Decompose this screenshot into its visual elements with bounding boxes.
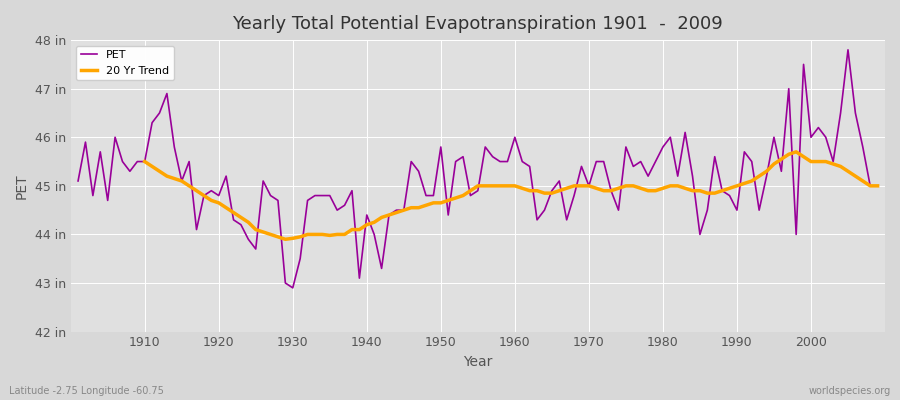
Title: Yearly Total Potential Evapotranspiration 1901  -  2009: Yearly Total Potential Evapotranspiratio… — [232, 15, 724, 33]
20 Yr Trend — [850, 174, 860, 178]
20 Yr Trend — [872, 184, 883, 188]
PET — [287, 286, 298, 290]
20 Yr Trend — [317, 232, 328, 237]
20 Yr Trend — [583, 184, 594, 188]
PET — [842, 48, 853, 52]
X-axis label: Year: Year — [464, 355, 492, 369]
PET — [132, 159, 143, 164]
PET — [346, 188, 357, 193]
PET — [872, 184, 883, 188]
Text: Latitude -2.75 Longitude -60.75: Latitude -2.75 Longitude -60.75 — [9, 386, 164, 396]
20 Yr Trend — [140, 159, 150, 164]
20 Yr Trend — [287, 236, 298, 241]
Text: worldspecies.org: worldspecies.org — [809, 386, 891, 396]
PET — [302, 198, 313, 203]
20 Yr Trend — [525, 188, 535, 193]
PET — [606, 188, 616, 193]
20 Yr Trend — [828, 162, 839, 166]
Line: PET: PET — [78, 50, 878, 288]
Y-axis label: PET: PET — [15, 173, 29, 199]
20 Yr Trend — [280, 237, 291, 242]
20 Yr Trend — [791, 150, 802, 154]
PET — [509, 135, 520, 140]
Legend: PET, 20 Yr Trend: PET, 20 Yr Trend — [76, 46, 174, 80]
PET — [73, 178, 84, 183]
Line: 20 Yr Trend: 20 Yr Trend — [145, 152, 877, 239]
PET — [517, 159, 527, 164]
